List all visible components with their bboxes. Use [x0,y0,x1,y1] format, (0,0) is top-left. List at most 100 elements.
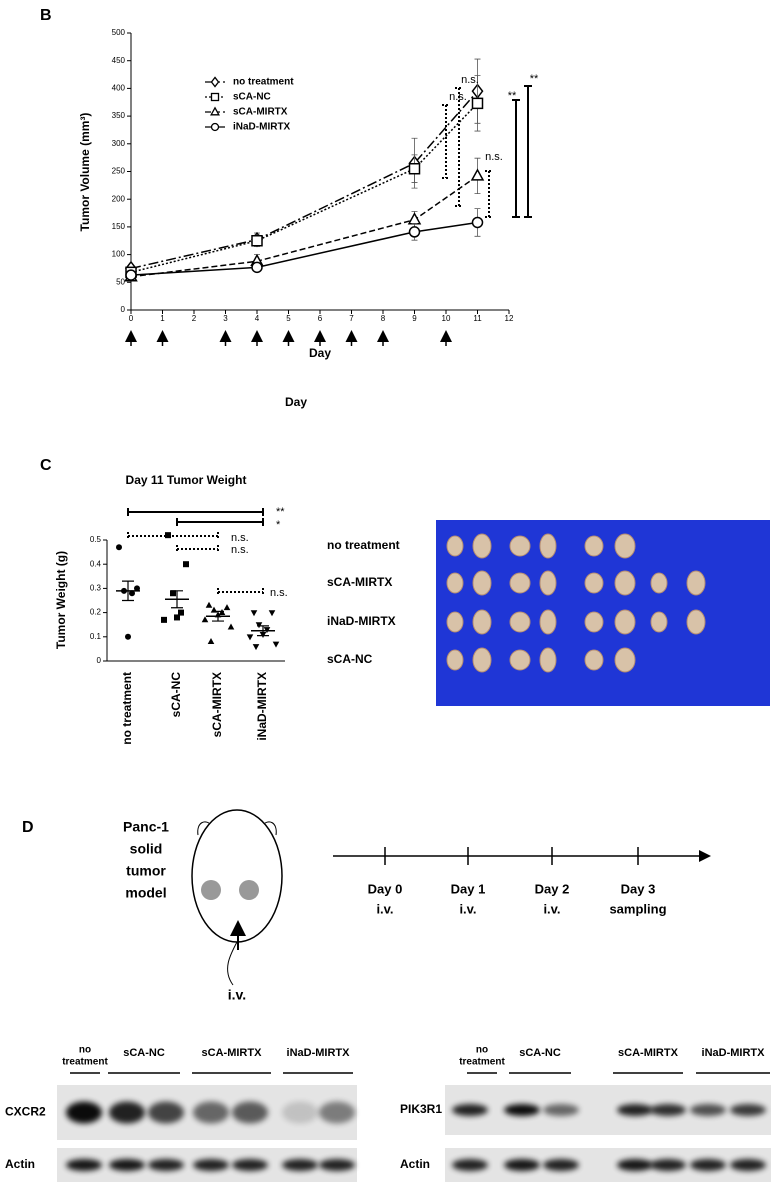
marker [227,623,235,630]
significance-bracket [442,104,450,179]
tumor [614,647,636,673]
x-tick-label: 10 [442,314,451,323]
photo-row-label: iNaD-MIRTX [327,614,396,628]
band [452,1104,488,1116]
band [617,1159,653,1171]
tumor [446,611,464,633]
marker [250,610,258,617]
marker [161,616,167,623]
significance-label: n.s. [485,151,503,163]
band [690,1159,726,1171]
significance-bracket [485,170,493,218]
tumor [584,535,604,557]
lane-group-label: no [79,1045,91,1056]
lane-group-label: sCA-NC [519,1047,561,1059]
significance-label: n.s. [461,74,479,86]
legend-label: iNaD-MIRTX [233,122,291,133]
y-tick-label: 400 [112,84,126,93]
photo-row-label: no treatment [327,538,400,552]
lane-group-label: sCA-MIRTX [202,1047,263,1059]
marker [207,638,215,645]
lane-group-label: sCA-NC [123,1047,165,1059]
tumor [472,647,492,673]
marker [252,644,260,651]
photo-row-label: sCA-NC [327,652,373,666]
marker [272,641,280,648]
band [66,1101,102,1124]
significance-bracket [524,85,532,218]
band [617,1104,653,1116]
band [109,1159,145,1171]
lane-group-label: iNaD-MIRTX [702,1047,766,1059]
tumor [686,570,706,596]
y-tick-label: 150 [112,222,126,231]
marker [178,609,184,616]
y-tick-label: 50 [116,277,125,286]
marker [210,92,220,102]
y-tick-label: 0 [97,656,102,665]
legend-label: no treatment [233,77,294,88]
significance-bracket [217,588,264,596]
timeline-day: Day 0 [368,881,403,896]
tumor [614,533,636,559]
band [319,1101,355,1124]
marker [125,269,137,281]
series-line [130,102,479,274]
lane-group-label: treatment [459,1057,505,1068]
x-tick-label: sCA-NC [169,672,183,718]
significance-bracket [127,508,264,516]
panel-label: B [40,7,52,24]
significance-label: ** [508,90,517,102]
significance-bracket [127,532,219,540]
timeline-day: Day 3 [621,881,656,896]
marker [205,601,213,608]
marker [210,122,220,132]
lane-group-label: sCA-MIRTX [618,1047,679,1059]
series-line [130,90,479,270]
y-tick-label: 500 [112,28,126,37]
band [504,1104,540,1116]
route-label: i.v. [228,987,246,1003]
band [730,1159,766,1171]
x-tick-label: 4 [255,314,260,323]
band [543,1104,579,1116]
error-bar [212,610,224,622]
lane-group-label: iNaD-MIRTX [287,1047,351,1059]
significance-bracket [455,87,463,207]
x-tick-label: 7 [349,314,354,323]
tumor [509,572,531,594]
timeline-action: i.v. [376,901,393,916]
marker [268,610,276,617]
lane-group-label: treatment [62,1057,108,1068]
timeline-action: sampling [609,901,666,916]
tumor [539,647,557,673]
timeline-action: i.v. [543,901,560,916]
blot-row-label: CXCR2 [5,1105,46,1119]
significance-label: n.s. [449,91,467,103]
timeline-day: Day 1 [451,881,486,896]
x-tick-label: 9 [412,314,417,323]
x-tick-label: 0 [129,314,134,323]
marker [134,585,140,592]
y-tick-label: 0.4 [90,559,102,568]
tumor-site [239,880,259,900]
x-tick-label: sCA-MIRTX [210,672,224,737]
tumor [584,611,604,633]
y-tick-label: 0.5 [90,535,102,544]
tumor [584,572,604,594]
y-tick-label: 450 [112,56,126,65]
marker [174,614,180,621]
marker [471,216,484,229]
x-tick-label: 12 [505,314,514,323]
significance-label: ** [276,506,285,518]
tumor [686,609,706,635]
x-tick-label: no treatment [120,672,134,745]
band [504,1159,540,1171]
band [193,1159,229,1171]
marker [129,590,135,597]
y-tick-label: 0 [121,305,126,314]
blot-row-label: PIK3R1 [400,1102,442,1116]
band [690,1104,726,1116]
marker [251,235,263,247]
